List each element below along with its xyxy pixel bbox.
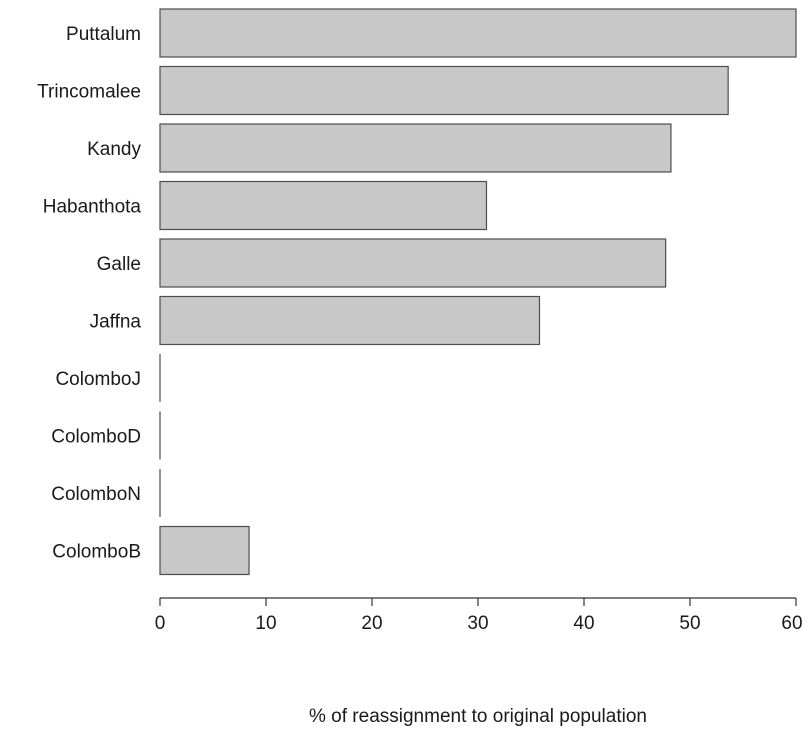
category-label-trincomalee: Trincomalee <box>37 82 141 103</box>
x-tick-label-60: 60 <box>781 613 802 634</box>
bar-habanthota <box>159 180 488 231</box>
category-labels: Puttalum Trincomalee Kandy Habanthota Galle J… <box>37 24 141 563</box>
bars-group <box>159 8 797 576</box>
bar-puttalum <box>159 8 797 58</box>
category-label-colomboj: ColomboJ <box>55 369 141 390</box>
x-axis-label: % of reassignment to original population <box>309 706 647 727</box>
category-label-habanthota: Habanthota <box>43 197 142 218</box>
x-tick-label-0: 0 <box>155 613 166 634</box>
category-label-kandy: Kandy <box>87 139 141 160</box>
category-label-colombob: ColomboB <box>52 542 141 563</box>
category-label-puttalum: Puttalum <box>66 24 141 45</box>
x-tick-label-20: 20 <box>361 613 382 634</box>
category-label-colombon: ColomboN <box>51 484 141 505</box>
category-label-jaffna: Jaffna <box>90 312 142 333</box>
x-tick-label-50: 50 <box>679 613 700 634</box>
x-tick-label-30: 30 <box>467 613 488 634</box>
bar-galle <box>159 238 667 288</box>
bar-kandy <box>159 123 672 173</box>
category-label-colombod: ColomboD <box>51 427 141 448</box>
category-label-galle: Galle <box>97 254 141 275</box>
bar-colombob <box>159 525 250 576</box>
x-tick-label-10: 10 <box>255 613 276 634</box>
bar-jaffna <box>159 295 541 346</box>
bar-trincomalee <box>159 65 729 116</box>
x-axis: 0 10 20 30 40 50 60 <box>155 597 803 634</box>
x-tick-label-40: 40 <box>573 613 594 634</box>
